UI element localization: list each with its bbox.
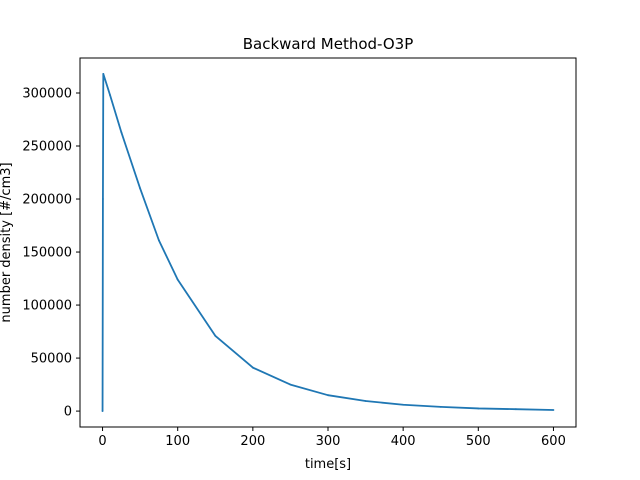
x-tick-label: 400 bbox=[391, 434, 416, 449]
y-tick-label: 50000 bbox=[31, 352, 72, 367]
data-point bbox=[214, 334, 217, 337]
series-layer bbox=[101, 73, 555, 412]
x-tick-label: 100 bbox=[165, 434, 190, 449]
series-line bbox=[101, 73, 554, 412]
data-point bbox=[120, 131, 123, 134]
chart-title: Backward Method-O3P bbox=[243, 35, 414, 53]
y-axis-ticks: 0 50000 100000 150000 200000 250000 300000 bbox=[22, 86, 80, 420]
y-tick-label: 150000 bbox=[22, 246, 72, 261]
x-axis-label: time[s] bbox=[305, 457, 351, 472]
x-tick-label: 500 bbox=[466, 434, 491, 449]
data-point bbox=[101, 410, 104, 412]
data-point bbox=[327, 394, 329, 397]
data-point bbox=[514, 408, 517, 411]
y-tick-label: 200000 bbox=[22, 193, 72, 208]
data-series bbox=[101, 73, 555, 412]
y-tick-label: 0 bbox=[64, 405, 72, 420]
data-point bbox=[439, 405, 442, 408]
data-point bbox=[102, 198, 104, 200]
data-point bbox=[176, 278, 179, 281]
y-axis-label: number density [#/cm3] bbox=[0, 162, 14, 322]
x-tick-label: 200 bbox=[240, 434, 265, 449]
y-tick-label: 100000 bbox=[22, 299, 72, 314]
x-tick-label: 300 bbox=[316, 434, 341, 449]
plot-frame bbox=[79, 57, 577, 428]
data-point bbox=[251, 366, 254, 369]
data-point bbox=[477, 407, 480, 410]
x-tick-label: 600 bbox=[541, 434, 566, 449]
x-axis-ticks: 0 100 200 300 400 500 600 bbox=[98, 427, 566, 449]
data-point bbox=[109, 94, 111, 97]
y-tick-label: 250000 bbox=[22, 140, 72, 155]
data-point bbox=[289, 383, 292, 386]
y-tick-label: 300000 bbox=[22, 86, 72, 101]
data-point bbox=[139, 187, 142, 190]
data-point bbox=[102, 73, 105, 75]
data-point bbox=[552, 409, 555, 411]
data-point bbox=[364, 400, 367, 402]
data-point bbox=[402, 403, 405, 406]
data-point bbox=[158, 239, 160, 242]
x-tick-label: 0 bbox=[98, 434, 106, 449]
plot-background bbox=[80, 58, 576, 427]
